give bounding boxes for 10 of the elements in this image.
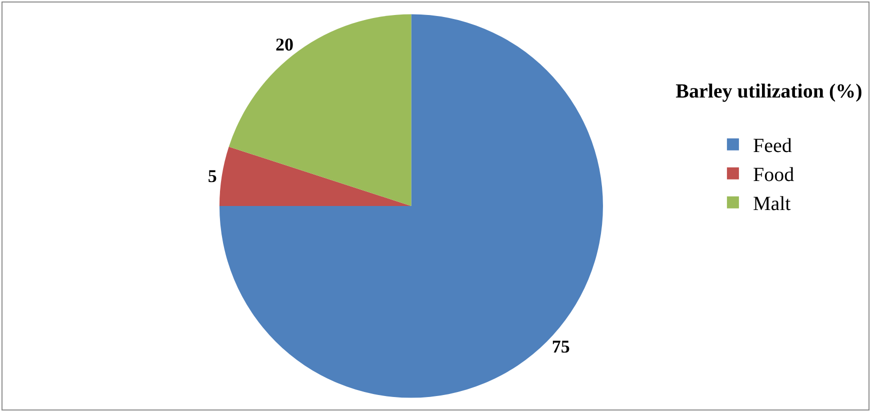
data-label: 5 <box>208 166 217 186</box>
pie-slice <box>228 14 412 206</box>
pie-slice <box>219 146 412 206</box>
legend-label: Malt <box>752 193 792 216</box>
legend-label: Food <box>752 164 794 186</box>
pie-slice <box>219 14 603 398</box>
legend-label: Feed <box>752 135 792 158</box>
data-label: 75 <box>552 336 570 357</box>
text: Barley utilization (%) <box>676 80 862 103</box>
data-label: 20 <box>276 34 294 54</box>
